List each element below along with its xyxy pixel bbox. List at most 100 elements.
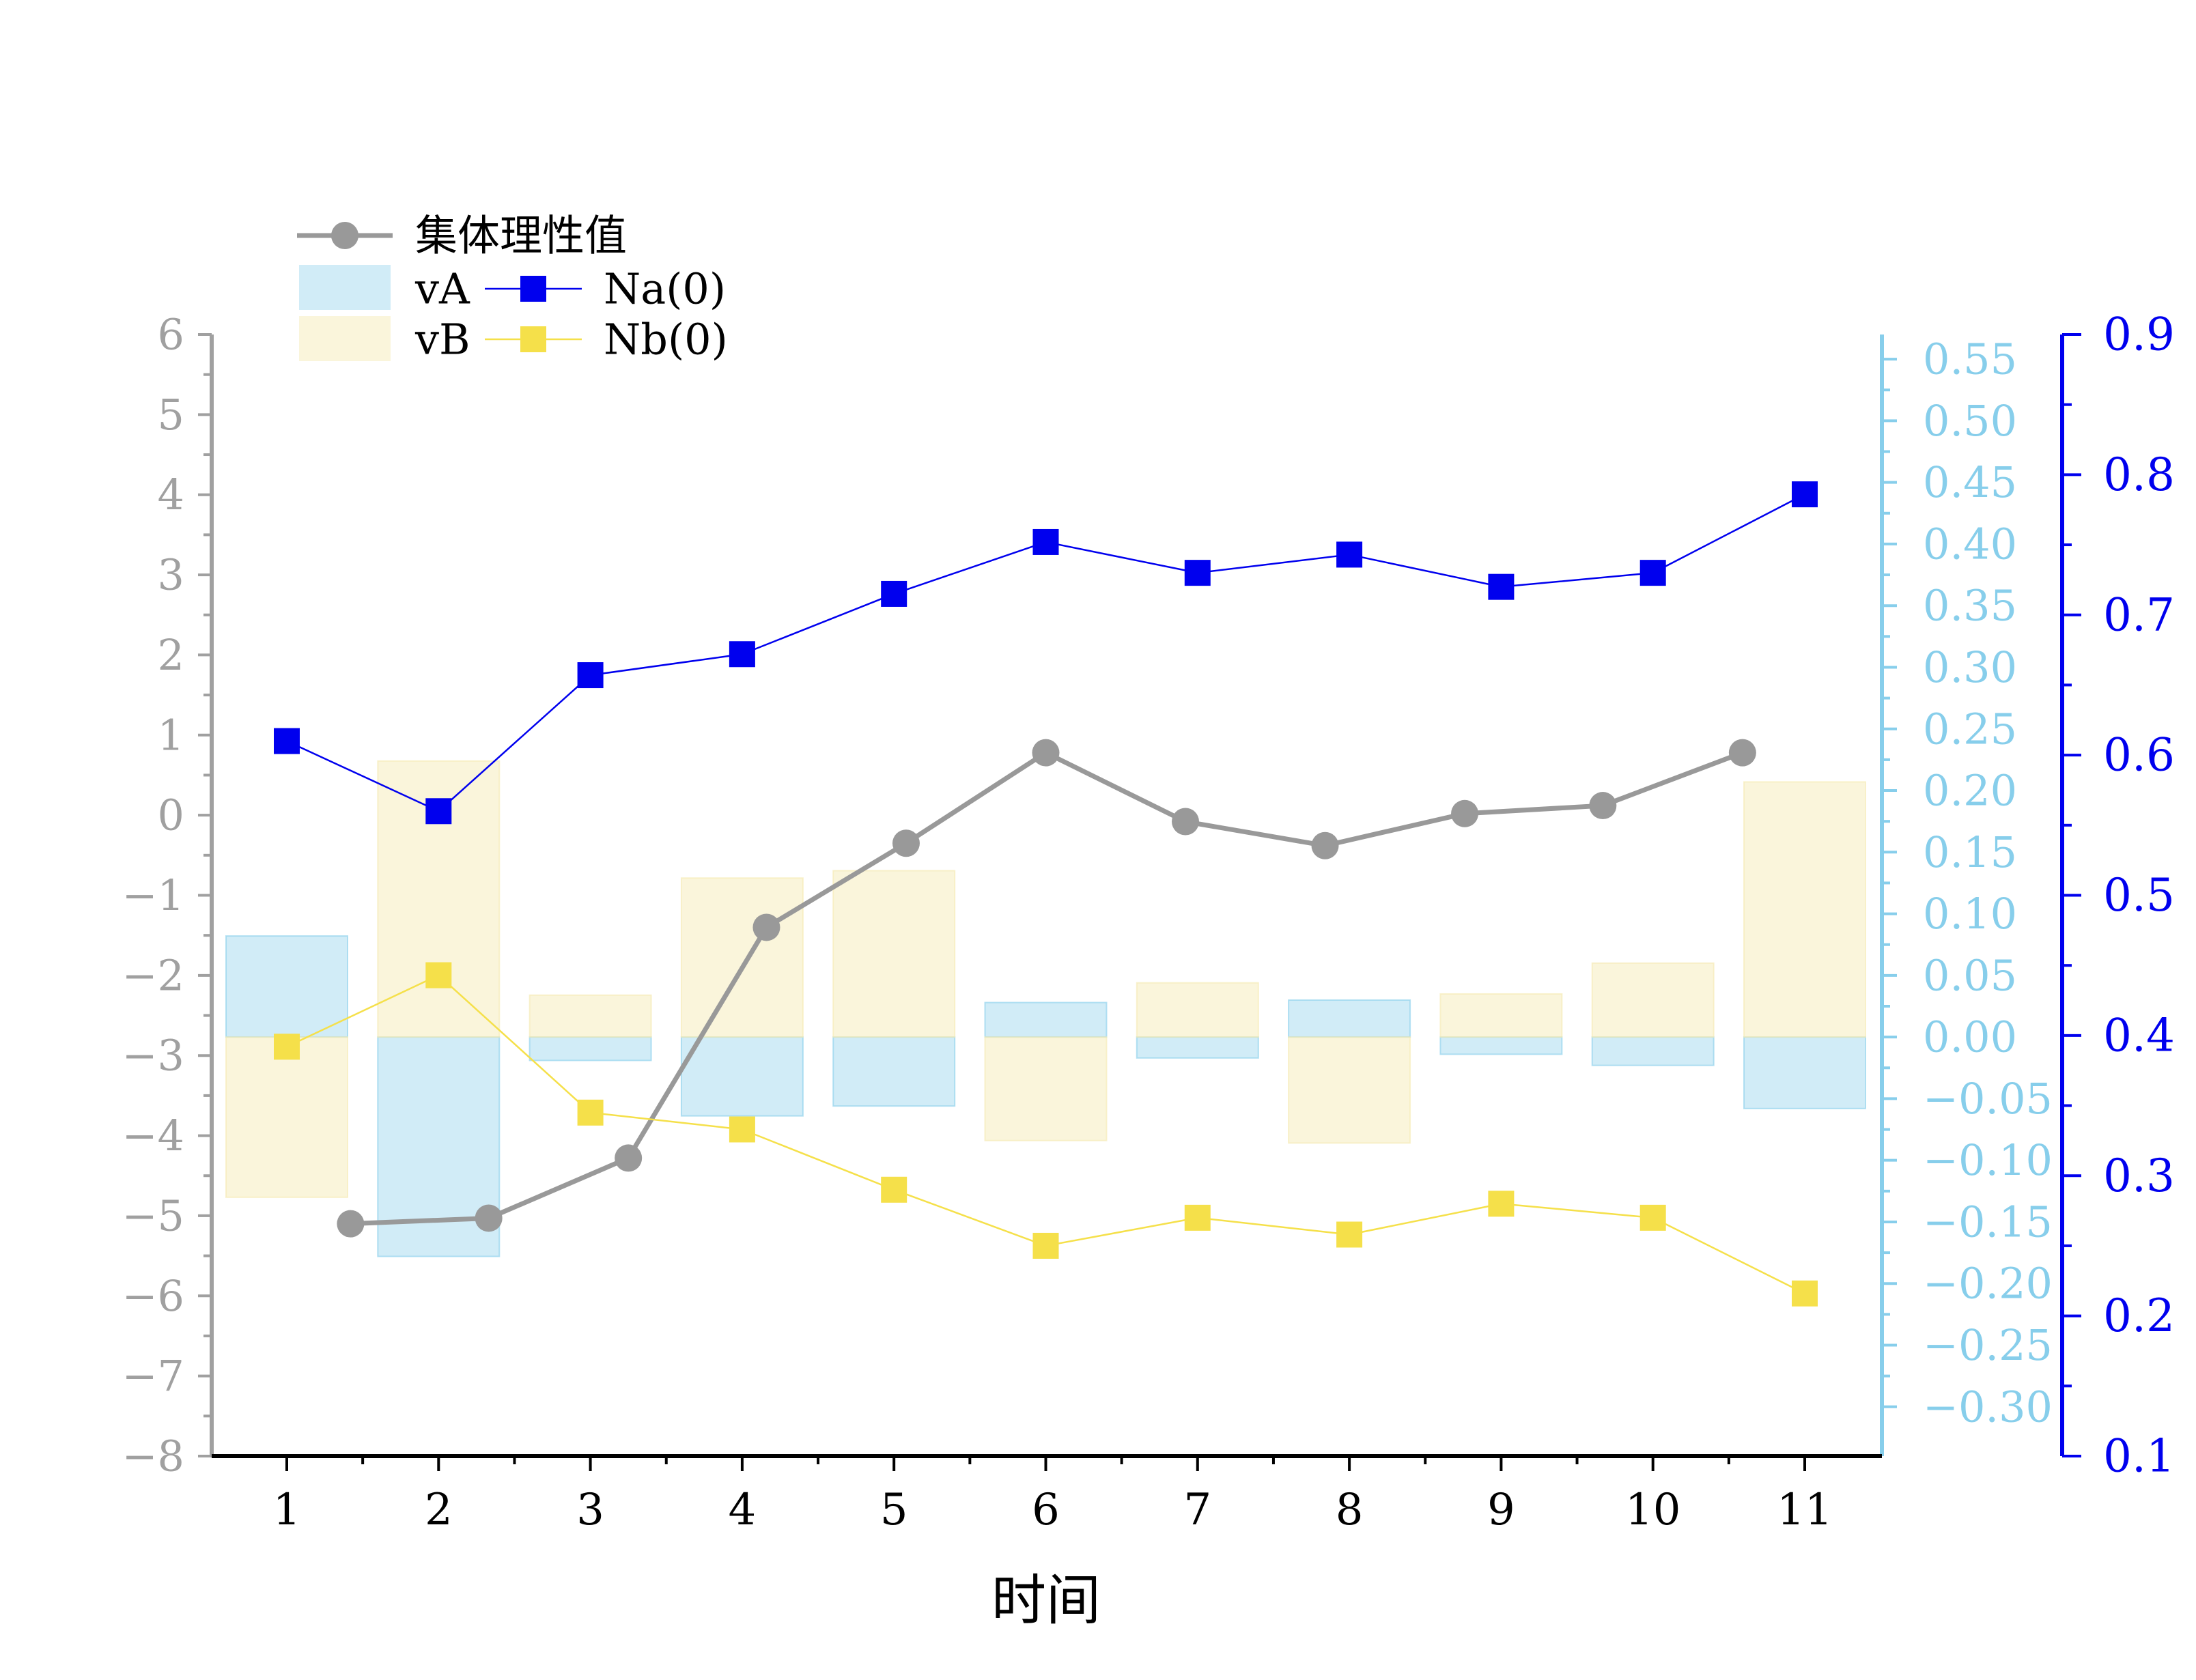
point-nb-3 [577,1099,604,1126]
velocity-axis-tick-label: 0.30 [1923,642,2017,692]
x-axis-tick-label: 2 [425,1485,453,1535]
point-na-7 [1184,560,1211,586]
bar-vA-11 [1743,1036,1866,1109]
n-axis-tick-label: 0.8 [2103,449,2175,501]
point-nb-2 [425,962,452,988]
bar-vA-9 [1439,1036,1563,1055]
left-axis-tick-label: 0 [158,791,184,840]
left-axis-tick-label: −3 [122,1031,184,1081]
legend-va-swatch [299,265,391,310]
bar-vB-6 [984,1036,1108,1141]
point-na-10 [1639,560,1666,586]
velocity-axis-tick-label: −0.25 [1923,1320,2053,1370]
point-na-9 [1488,573,1515,600]
bar-vA-4 [680,1036,804,1117]
bar-vA-1 [225,935,348,1038]
n-axis-tick-label: 0.1 [2103,1430,2175,1483]
point-collective-5 [892,829,920,857]
point-na-2 [425,798,452,825]
bar-vB-7 [1136,982,1259,1038]
bar-vB-1 [225,1036,348,1198]
legend-collective-label: 集体理性值 [415,211,627,261]
left-axis-tick-label: −8 [122,1432,184,1481]
bar-vA-5 [832,1036,956,1107]
point-collective-1 [337,1210,365,1238]
left-axis-tick-label: −7 [122,1351,184,1401]
point-nb-8 [1336,1221,1363,1248]
point-nb-1 [274,1034,300,1060]
velocity-axis-tick-label: 0.45 [1923,457,2017,507]
x-axis-tick-label: 4 [729,1485,757,1535]
velocity-axis-tick-label: −0.15 [1923,1197,2053,1247]
n-axis-tick-label: 0.6 [2103,729,2175,782]
bar-vA-6 [984,1001,1108,1038]
velocity-axis-tick-label: −0.20 [1923,1259,2053,1309]
point-nb-9 [1488,1191,1515,1217]
x-axis-tick-label: 8 [1336,1485,1364,1535]
legend-collective-marker [331,222,358,249]
bar-vB-10 [1591,962,1715,1038]
velocity-axis-tick-label: 0.05 [1923,950,2017,1000]
point-collective-8 [1311,831,1339,859]
x-axis-tick-label: 6 [1032,1485,1060,1535]
x-axis-tick-label: 7 [1183,1485,1211,1535]
velocity-axis-tick-label: 0.40 [1923,519,2017,569]
left-axis-tick-label: 2 [158,630,184,680]
velocity-axis-tick-label: 0.20 [1923,766,2017,816]
left-axis-tick-label: −5 [122,1191,184,1240]
point-na-4 [729,641,755,668]
point-collective-2 [475,1204,503,1232]
left-axis-tick-label: 1 [158,710,184,760]
n-axis-tick-label: 0.4 [2103,1009,2175,1062]
point-nb-4 [729,1116,755,1143]
point-collective-4 [752,913,780,941]
velocity-axis-tick-label: 0.15 [1923,827,2017,877]
legend-nb-marker [520,326,546,352]
left-axis-tick-label: 3 [158,550,184,600]
x-axis-tick-label: 9 [1487,1485,1515,1535]
point-na-11 [1792,481,1818,508]
velocity-axis-tick-label: 0.10 [1923,889,2017,939]
velocity-axis-tick-label: −0.05 [1923,1074,2053,1124]
velocity-axis-tick-label: −0.10 [1923,1135,2053,1185]
x-axis-tick-label: 11 [1777,1485,1832,1535]
point-nb-10 [1639,1204,1666,1231]
x-axis-tick-label: 3 [576,1485,604,1535]
bar-vA-3 [529,1036,652,1062]
bar-vB-9 [1439,993,1563,1038]
series-line-collective [350,750,1744,1227]
legend-na-label: Na(0) [604,264,726,314]
left-axis-tick-label: 6 [158,310,184,360]
bar-vB-3 [529,994,652,1038]
point-collective-9 [1451,799,1479,827]
point-nb-5 [881,1176,907,1203]
bar-vA-8 [1288,999,1411,1038]
left-axis-tick-label: 5 [158,390,184,440]
bar-vB-8 [1288,1036,1411,1144]
bar-vB-5 [832,870,956,1038]
left-axis-tick-label: −6 [122,1271,184,1321]
point-na-8 [1336,541,1363,568]
point-na-1 [274,728,300,754]
left-axis-tick-label: −1 [122,870,184,920]
point-nb-7 [1184,1204,1211,1231]
point-na-3 [577,662,604,689]
legend-vb-label: vB [414,315,470,365]
bar-vB-4 [680,877,804,1038]
legend-na-marker [520,276,546,302]
velocity-axis-tick-label: 0.00 [1923,1012,2017,1062]
velocity-axis-tick-label: 0.25 [1923,704,2017,754]
velocity-axis-tick-label: 0.55 [1923,334,2017,384]
n-axis-tick-label: 0.9 [2103,309,2175,361]
bar-vA-7 [1136,1036,1259,1059]
point-collective-6 [1032,739,1060,767]
point-na-6 [1032,528,1059,555]
left-axis-tick-label: −4 [122,1111,184,1161]
bars-layer [225,760,1866,1257]
x-axis-title: 时间 [991,1569,1101,1632]
point-collective-10 [1589,792,1617,820]
point-collective-11 [1728,739,1756,767]
velocity-axis-tick-label: 0.50 [1923,396,2017,446]
point-collective-3 [615,1144,643,1172]
